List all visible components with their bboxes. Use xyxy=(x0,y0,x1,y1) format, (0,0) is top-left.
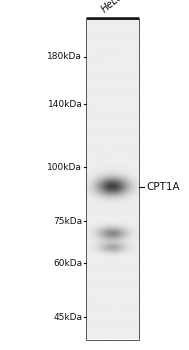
Text: HeLa: HeLa xyxy=(100,0,125,15)
Text: 100kDa: 100kDa xyxy=(47,163,82,172)
Text: 60kDa: 60kDa xyxy=(53,259,82,268)
Text: CPT1A: CPT1A xyxy=(146,182,180,192)
Text: 75kDa: 75kDa xyxy=(53,217,82,226)
Text: 180kDa: 180kDa xyxy=(47,52,82,62)
Bar xyxy=(86,19,139,340)
Text: 140kDa: 140kDa xyxy=(47,100,82,108)
Text: 45kDa: 45kDa xyxy=(53,313,82,322)
